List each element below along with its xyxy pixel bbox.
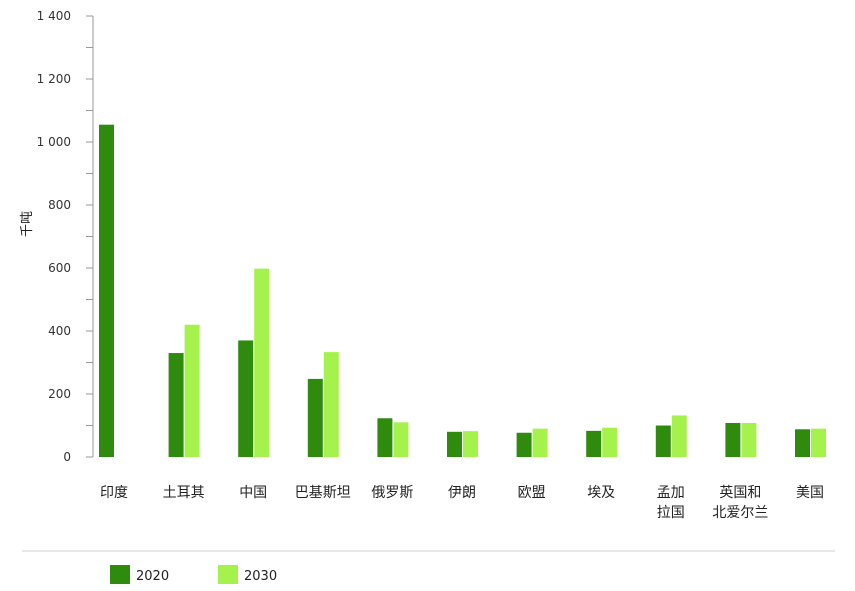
bar-2020-5 [447, 431, 462, 457]
y-tick-label: 200 [48, 387, 71, 401]
y-tick-label: 1 400 [37, 9, 71, 23]
category-label: 孟加 [657, 485, 685, 501]
bar-2020-8 [655, 425, 671, 457]
y-tick-label: 1 000 [37, 135, 71, 149]
bar-2030-7 [602, 427, 618, 457]
bar-2020-3 [307, 378, 323, 457]
category-label: 中国 [239, 485, 267, 501]
bar-2020-10 [795, 429, 810, 457]
bar-2030-4 [393, 422, 409, 457]
legend-swatch-2030 [218, 565, 238, 584]
y-tick-label: 1 200 [37, 72, 71, 86]
bar-2030-3 [323, 352, 339, 457]
category-label: 美国 [796, 485, 824, 501]
legend: 2020 2030 [110, 565, 277, 584]
bar-2030-1 [184, 324, 200, 457]
bar-2030-2 [254, 268, 270, 457]
y-axis-label: 千吨 [20, 211, 35, 237]
legend-swatch-2020 [110, 565, 130, 584]
bar-2020-9 [725, 422, 741, 457]
bar-2030-10 [811, 428, 826, 457]
bars [99, 124, 826, 458]
legend-label-2030: 2030 [244, 569, 277, 584]
bar-2020-2 [238, 340, 254, 457]
category-label: 北爱尔兰 [712, 505, 768, 521]
bar-2020-7 [586, 430, 602, 457]
bar-2020-6 [516, 432, 532, 457]
category-label: 拉国 [657, 505, 685, 521]
y-tick-label: 400 [48, 324, 71, 338]
bar-2020-4 [377, 418, 393, 457]
y-axis: 0 200 400 600 800 1 000 1 200 1 400 [37, 9, 94, 464]
y-tick-label: 800 [48, 198, 71, 212]
bar-2030-9 [741, 422, 757, 457]
category-label: 土耳其 [163, 485, 205, 501]
bar-2020-0 [99, 124, 114, 458]
legend-label-2020: 2020 [136, 569, 169, 584]
bar-2030-5 [463, 431, 478, 457]
category-label: 印度 [100, 485, 128, 501]
bar-2020-1 [168, 353, 184, 457]
category-label: 伊朗 [448, 485, 476, 501]
y-tick-label: 0 [63, 450, 71, 464]
category-label: 巴基斯坦 [295, 484, 351, 501]
bar-2030-6 [532, 428, 548, 457]
category-label: 俄罗斯 [371, 485, 413, 501]
y-tick-label: 600 [48, 261, 71, 275]
category-label: 埃及 [587, 485, 615, 501]
bar-2030-8 [671, 415, 687, 457]
category-label: 英国和 [719, 484, 761, 501]
category-label: 欧盟 [518, 485, 546, 501]
